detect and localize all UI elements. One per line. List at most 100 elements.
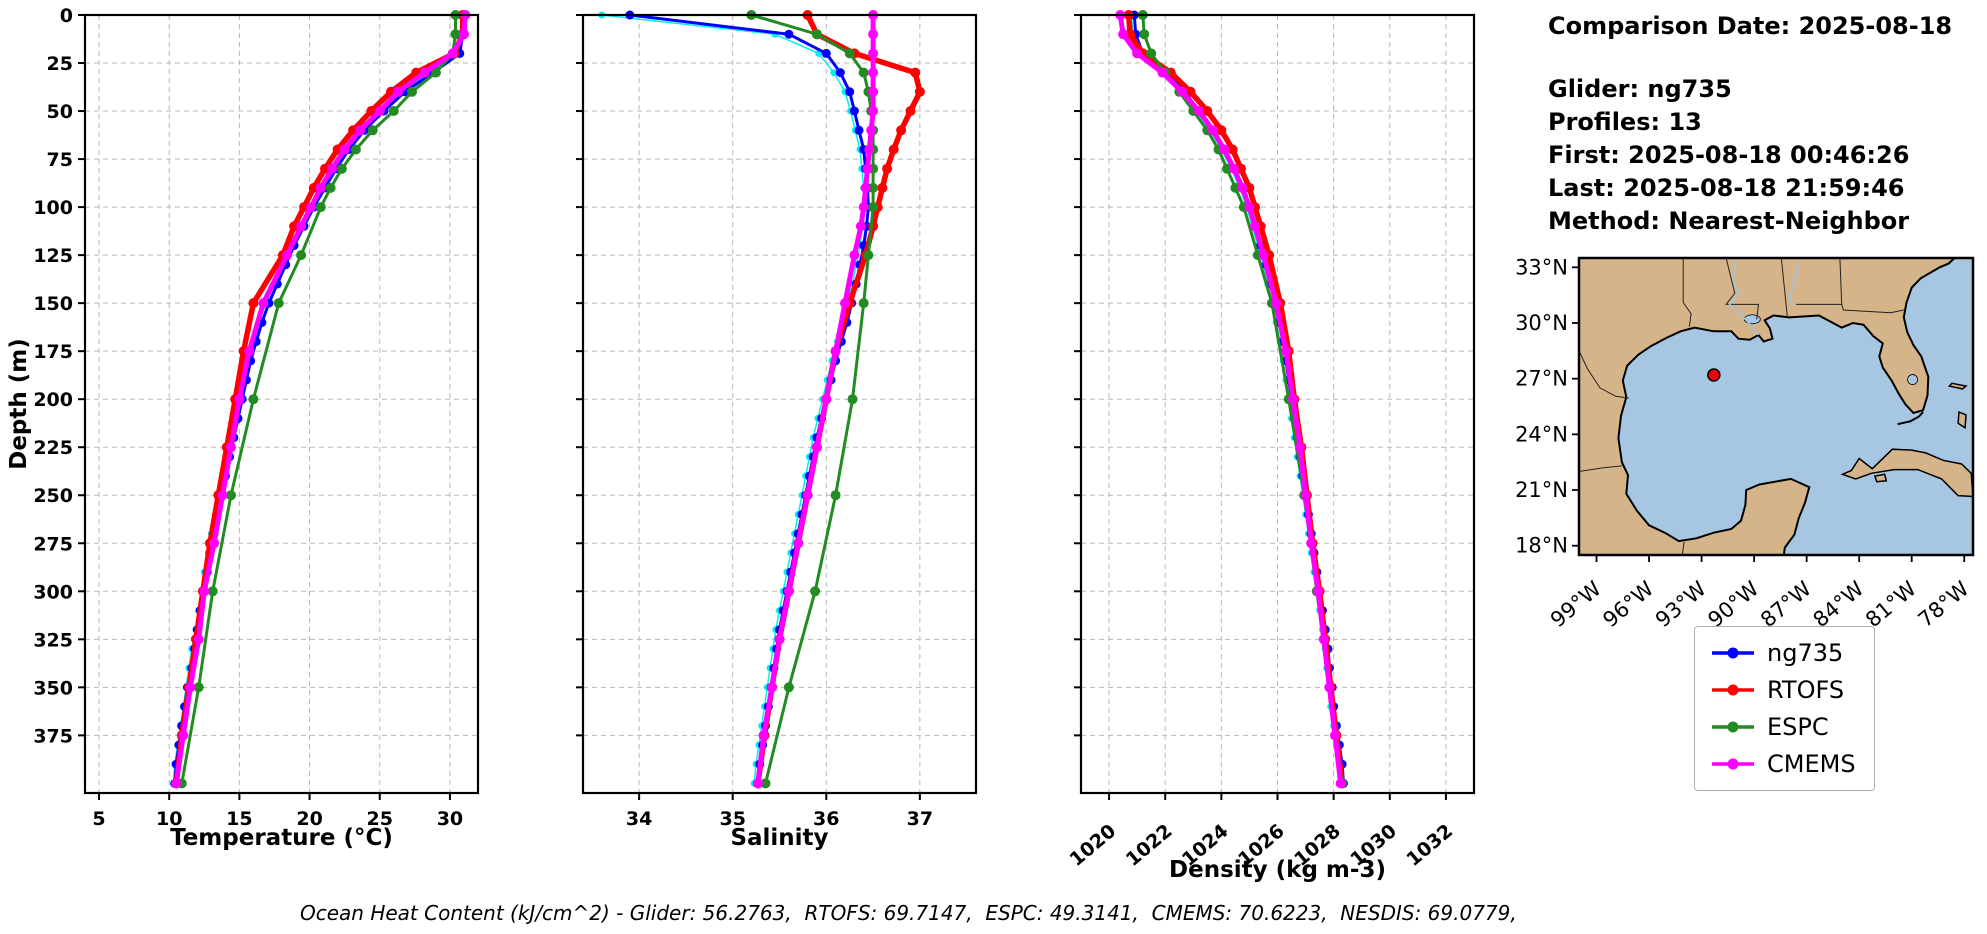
svg-text:250: 250 [33,485,73,507]
svg-text:35: 35 [719,808,745,830]
svg-text:1032: 1032 [1402,820,1457,871]
border-line [1579,350,1629,399]
series-CMEMS [171,10,471,789]
svg-text:34: 34 [626,808,652,830]
series-ESPC [176,10,461,789]
lon-tick-label: 78°W [1914,576,1974,632]
svg-text:125: 125 [33,245,73,267]
river-line [1789,263,1801,305]
lake-pontchartrain [1743,314,1761,325]
legend-line-sample [1712,684,1754,696]
land-island [1873,473,1888,483]
svg-text:37: 37 [907,808,933,830]
svg-text:20: 20 [296,808,322,830]
svg-text:375: 375 [33,725,73,747]
x-axis-label: Temperature (°C) [170,825,393,851]
land-mainland [1579,258,1957,555]
lat-tick-label: 18°N [1515,534,1568,558]
svg-text:15: 15 [226,808,252,830]
info-spacer [1548,43,1952,73]
border-line [1796,258,1843,305]
glider-location-marker [1707,368,1721,382]
land-island [1840,448,1973,498]
legend-label: CMEMS [1767,750,1856,778]
svg-text:325: 325 [33,629,73,651]
border-line [1682,258,1692,327]
lake-okeechobee [1907,374,1918,385]
svg-text:150: 150 [33,293,73,315]
svg-text:50: 50 [47,101,73,123]
lon-tick-label: 96°W [1598,576,1658,632]
last-time-label: Last: 2025-08-18 21:59:46 [1548,174,1905,202]
legend-label: RTOFS [1767,676,1845,704]
legend: ng735 RTOFS ESPC CMEMS [1694,626,1875,791]
map-canvas [1579,258,1973,555]
lon-tick-label: 81°W [1861,576,1921,632]
lat-tick-label: 30°N [1515,311,1568,335]
series-CMEMS [1115,10,1346,789]
svg-text:25: 25 [367,808,393,830]
lon-tick-label: 99°W [1546,576,1606,632]
lat-tick-label: 24°N [1515,422,1568,446]
first-time-label: First: 2025-08-18 00:46:26 [1548,141,1910,169]
map-frame [1577,256,1975,557]
border-line [1725,258,1760,320]
svg-text:5: 5 [92,808,105,830]
location-map: 33°N 30°N 27°N 24°N 21°N 18°N 99°W96°W93°W90°W… [1515,255,1975,632]
lat-tick-label: 21°N [1515,478,1568,502]
svg-text:175: 175 [33,341,73,363]
lat-tick-label: 27°N [1515,367,1568,391]
svg-text:30: 30 [437,808,463,830]
border-line [1780,258,1788,318]
x-axis-label: Salinity [730,825,828,851]
svg-text:25: 25 [47,53,73,75]
svg-text:36: 36 [813,808,839,830]
land-island [1957,411,1967,430]
svg-text:75: 75 [47,149,73,171]
y-axis-label: Depth (m) [6,338,32,470]
svg-text:100: 100 [33,197,73,219]
svg-text:275: 275 [33,533,73,555]
legend-item-cmems: CMEMS [1709,750,1856,778]
legend-label: ng735 [1767,639,1844,667]
svg-text:300: 300 [33,581,73,603]
svg-text:1020: 1020 [1066,820,1121,871]
salinity-profile-chart: 34 35 36 37 Salinity [576,10,978,851]
series-CMEMS [753,10,879,789]
profiles-count-label: Profiles: 13 [1548,108,1702,136]
border-line [1579,465,1622,472]
ohc-footer: Ocean Heat Content (kJ/cm^2) - Glider: 5… [300,901,1517,925]
legend-line-sample [1712,647,1754,659]
lon-tick-label: 84°W [1809,576,1869,632]
lon-tick-label: 90°W [1703,576,1763,632]
svg-text:225: 225 [33,437,73,459]
method-label: Method: Nearest-Neighbor [1548,207,1910,235]
legend-line-sample [1712,721,1754,733]
legend-item-espc: ESPC [1709,713,1856,741]
comparison-date-label: Comparison Date: 2025-08-18 [1548,12,1953,40]
svg-text:0: 0 [60,5,73,27]
legend-item-rtofs: RTOFS [1709,676,1856,704]
lon-tick-label: 93°W [1651,576,1711,632]
glider-id-label: Glider: ng735 [1548,75,1732,103]
svg-text:350: 350 [33,677,73,699]
legend-item-ng735: ng735 [1709,639,1856,667]
florida-keys [1897,411,1924,426]
temperature-profile-chart: 5 10 15 20 25 3002550751001251501752002252502… [6,5,480,851]
plot-area: 5 10 15 20 25 3002550751001251501752002252502… [6,5,480,851]
x-axis-label: Density (kg m-3) [1169,857,1386,883]
plot-area: 34 35 36 37 Salinity [576,10,978,851]
svg-text:200: 200 [33,389,73,411]
legend-label: ESPC [1767,713,1829,741]
land-island [1947,382,1968,390]
svg-text:10: 10 [156,808,182,830]
legend-line-sample [1712,758,1754,770]
border-line [1841,304,1904,314]
river-line [1728,258,1760,336]
border-line [1681,541,1685,555]
lon-tick-label: 87°W [1756,576,1816,632]
lat-tick-label: 33°N [1515,255,1568,279]
info-panel: Comparison Date: 2025-08-18 Glider: ng73… [1548,10,1952,238]
